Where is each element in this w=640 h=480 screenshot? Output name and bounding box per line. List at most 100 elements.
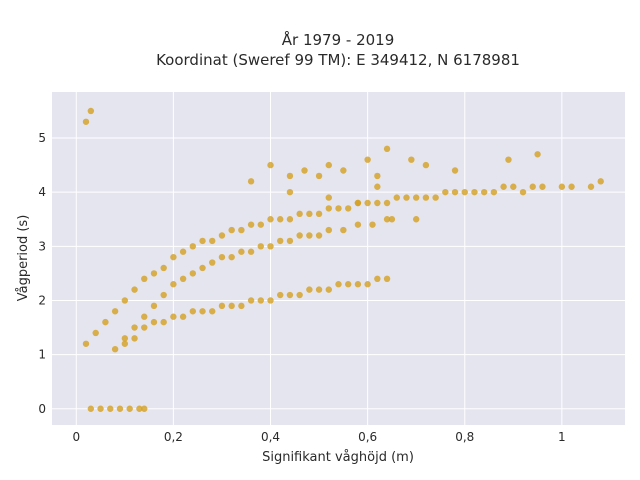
data-point <box>412 194 420 201</box>
x-tick-label: 1 <box>558 430 566 444</box>
data-point <box>267 297 274 304</box>
data-point <box>480 188 488 196</box>
data-point <box>408 156 415 163</box>
data-point <box>92 329 99 337</box>
data-point <box>267 216 274 223</box>
x-tick-label: 0,6 <box>358 430 377 444</box>
data-point <box>364 281 371 288</box>
data-point <box>228 226 235 234</box>
data-point <box>111 345 119 353</box>
data-point <box>354 281 362 288</box>
data-point <box>597 178 604 185</box>
grid-lines <box>52 92 625 425</box>
data-point <box>141 275 148 283</box>
data-point <box>315 210 323 218</box>
data-point <box>325 226 332 234</box>
data-point <box>209 259 216 266</box>
data-point <box>325 161 332 169</box>
y-tick-label: 2 <box>38 293 46 307</box>
data-point <box>374 172 381 180</box>
y-tick-label: 5 <box>38 131 46 145</box>
data-point <box>247 178 255 185</box>
data-point <box>218 302 226 310</box>
data-point <box>383 199 391 207</box>
data-point <box>369 221 376 228</box>
y-axis-title: Vågperiod (s) <box>16 215 31 302</box>
data-point <box>121 340 129 347</box>
data-point <box>247 221 255 228</box>
data-point <box>442 188 449 196</box>
x-tick-label: 0,2 <box>164 430 183 444</box>
data-point <box>150 318 158 326</box>
data-point <box>301 167 308 174</box>
data-point <box>150 270 158 277</box>
data-point <box>209 308 216 315</box>
data-point <box>340 226 347 234</box>
data-point <box>587 183 595 190</box>
data-point <box>277 291 284 299</box>
data-point <box>116 405 124 412</box>
data-point <box>568 183 575 190</box>
data-point <box>306 210 313 218</box>
data-point <box>451 167 459 174</box>
data-point <box>539 183 546 190</box>
data-point <box>534 151 541 158</box>
data-point <box>383 275 391 283</box>
data-point <box>136 405 143 412</box>
data-point <box>422 194 430 201</box>
data-point <box>388 216 396 223</box>
data-point <box>257 297 265 304</box>
y-tick-label: 0 <box>38 402 46 416</box>
data-point <box>87 107 95 115</box>
data-point <box>296 232 303 239</box>
data-point <box>471 188 478 196</box>
data-point <box>306 232 313 239</box>
data-point <box>257 243 265 250</box>
data-point <box>257 221 265 228</box>
data-point <box>286 291 294 299</box>
data-point <box>306 286 313 293</box>
data-point <box>199 264 206 272</box>
data-point <box>529 183 536 190</box>
data-point <box>374 275 381 283</box>
data-point <box>519 188 527 196</box>
data-point <box>179 248 187 255</box>
data-point <box>325 194 332 201</box>
data-point <box>286 237 294 245</box>
data-point <box>218 253 226 261</box>
data-point <box>170 281 177 288</box>
data-point <box>403 194 410 201</box>
data-point <box>267 243 274 250</box>
data-point <box>238 248 245 255</box>
data-point <box>354 199 362 207</box>
x-axis-title: Signifikant våghöjd (m) <box>262 450 414 465</box>
data-point <box>199 237 206 245</box>
data-point <box>315 172 323 180</box>
data-point <box>461 188 468 196</box>
data-point <box>170 313 177 320</box>
data-point <box>87 405 95 412</box>
data-point <box>500 183 507 190</box>
data-point <box>247 248 255 255</box>
data-point <box>131 335 138 342</box>
data-point <box>121 297 129 304</box>
data-point <box>558 183 566 190</box>
data-point <box>228 302 235 310</box>
data-point <box>315 286 323 293</box>
data-point <box>150 302 158 310</box>
data-point <box>82 118 90 125</box>
data-point <box>189 308 197 315</box>
data-point <box>296 291 303 299</box>
data-point <box>247 297 255 304</box>
data-point <box>374 199 381 207</box>
data-point <box>189 270 197 277</box>
data-point <box>141 313 148 320</box>
data-point <box>383 216 391 223</box>
data-point <box>345 205 352 212</box>
data-point <box>111 308 119 315</box>
data-point <box>345 281 352 288</box>
chart-title-line1: År 1979 - 2019 <box>282 30 395 49</box>
data-point <box>364 156 371 163</box>
data-point <box>277 237 284 245</box>
data-point <box>383 145 391 153</box>
